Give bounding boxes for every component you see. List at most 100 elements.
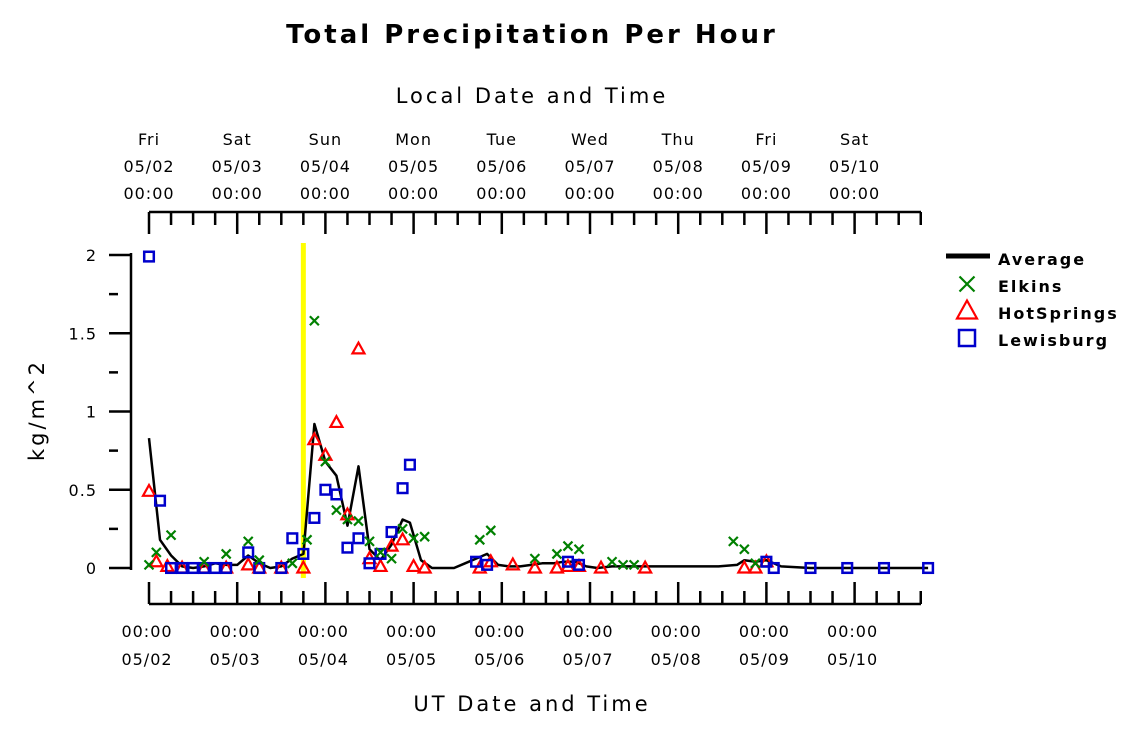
lewisburg-point bbox=[767, 561, 780, 575]
bottom-tick-time-label: 00:00 bbox=[474, 622, 525, 641]
series-group bbox=[141, 250, 935, 575]
bottom-tick-date-label: 05/10 bbox=[827, 650, 878, 669]
lewisburg-point bbox=[385, 525, 398, 539]
lewisburg-point bbox=[341, 541, 354, 554]
elkins-point bbox=[342, 514, 353, 525]
lewisburg-point bbox=[297, 547, 310, 560]
lewisburg-point bbox=[363, 557, 376, 570]
lewisburg-point bbox=[142, 250, 156, 263]
hotsprings-point bbox=[527, 559, 543, 574]
legend-swatch-hotsprings bbox=[955, 298, 979, 320]
lewisburg-point bbox=[286, 532, 299, 545]
top-tick-date-label: 05/05 bbox=[388, 157, 439, 176]
legend-item-elkins: Elkins bbox=[958, 275, 1063, 296]
elkins-point bbox=[287, 558, 298, 569]
top-tick-day-label: Tue bbox=[486, 130, 517, 149]
hotsprings-point bbox=[405, 557, 422, 573]
top-tick-date-label: 05/08 bbox=[653, 157, 704, 176]
lewisburg-point bbox=[176, 561, 189, 575]
hotsprings-point bbox=[141, 482, 157, 497]
legend-item-lewisburg: Lewisburg bbox=[957, 328, 1107, 350]
y-tick-label: 1 bbox=[86, 403, 97, 422]
hotsprings-point bbox=[504, 556, 521, 571]
top-tick-day-label: Mon bbox=[395, 130, 432, 149]
elkins-point bbox=[143, 559, 155, 571]
elkins-point bbox=[562, 540, 574, 552]
bottom-tick-date-label: 05/08 bbox=[651, 650, 702, 669]
bottom-tick-time-label: 00:00 bbox=[827, 622, 878, 641]
y-axis-title: kg/m^2 bbox=[25, 359, 49, 461]
top-tick-date-label: 05/06 bbox=[476, 157, 527, 176]
top-tick-date-label: 05/02 bbox=[123, 157, 174, 176]
lewisburg-point bbox=[153, 494, 167, 507]
elkins-point bbox=[529, 553, 541, 564]
elkins-point bbox=[198, 556, 210, 568]
y-tick-label: 1.5 bbox=[69, 324, 97, 343]
elkins-point bbox=[551, 548, 563, 560]
lewisburg-point bbox=[841, 561, 854, 575]
top-tick-time-label: 00:00 bbox=[653, 184, 704, 203]
top-tick-day-label: Thu bbox=[661, 130, 695, 149]
elkins-point bbox=[728, 536, 739, 547]
hotsprings-point bbox=[317, 446, 334, 461]
top-tick-time-label: 00:00 bbox=[212, 184, 263, 203]
bottom-tick-time-label: 00:00 bbox=[562, 622, 613, 641]
top-tick-time-label: 00:00 bbox=[564, 184, 615, 203]
elkins-point bbox=[573, 543, 585, 555]
bottom-tick-time-label: 00:00 bbox=[739, 622, 790, 641]
legend-swatch-lewisburg bbox=[957, 328, 977, 348]
lewisburg-point bbox=[187, 561, 200, 575]
lewisburg-point bbox=[242, 546, 255, 559]
lewisburg-point bbox=[572, 558, 586, 571]
legend: Average Elkins HotSprings Lewisburg bbox=[946, 250, 1119, 350]
hotsprings-point bbox=[295, 559, 312, 574]
top-tick-day-label: Sat bbox=[223, 130, 252, 149]
legend-label-elkins: Elkins bbox=[998, 277, 1063, 296]
lewisburg-point bbox=[470, 555, 483, 568]
top-tick-date-label: 05/07 bbox=[564, 157, 615, 176]
bottom-tick-date-label: 05/06 bbox=[474, 650, 525, 669]
hotsprings-point bbox=[593, 559, 609, 574]
bottom-tick-time-label: 00:00 bbox=[651, 622, 702, 641]
elkins-point bbox=[606, 556, 618, 568]
lewisburg-point bbox=[877, 561, 891, 575]
bottom-tick-date-label: 05/03 bbox=[210, 650, 261, 669]
elkins-point bbox=[375, 547, 386, 558]
bottom-tick-date-label: 05/02 bbox=[121, 650, 172, 669]
top-tick-time-label: 00:00 bbox=[300, 184, 351, 203]
elkins-point bbox=[353, 515, 364, 527]
top-tick-time-label: 00:00 bbox=[741, 184, 792, 203]
series-hotsprings bbox=[141, 340, 775, 574]
legend-label-average: Average bbox=[998, 250, 1086, 269]
axes-group: 0 0.5 1 1.5 2 Fri 05/02 00:00 Sat 05/03 00:00 Sun 05… bbox=[69, 130, 922, 669]
series-average bbox=[147, 422, 929, 570]
x-axis-title: UT Date and Time bbox=[413, 692, 650, 716]
lewisburg-point bbox=[165, 561, 178, 575]
top-tick-date-label: 05/10 bbox=[829, 157, 880, 176]
elkins-point bbox=[242, 536, 254, 547]
hotsprings-point bbox=[394, 531, 411, 546]
lewisburg-point bbox=[209, 561, 222, 575]
elkins-point bbox=[397, 523, 408, 535]
elkins-point bbox=[739, 543, 750, 555]
lewisburg-point bbox=[308, 511, 321, 524]
bottom-tick-date-label: 05/05 bbox=[386, 650, 437, 669]
bottom-tick-time-label: 00:00 bbox=[386, 622, 437, 641]
elkins-point bbox=[320, 456, 331, 467]
top-axis-title: Local Date and Time bbox=[396, 84, 669, 108]
elkins-point bbox=[220, 548, 232, 560]
hotsprings-point bbox=[736, 559, 753, 574]
hotsprings-point bbox=[637, 559, 653, 574]
lewisburg-point bbox=[804, 561, 817, 575]
lewisburg-point bbox=[352, 532, 365, 545]
top-tick-day-label: Wed bbox=[571, 130, 609, 149]
hotsprings-point bbox=[350, 340, 367, 355]
legend-label-hotsprings: HotSprings bbox=[998, 304, 1119, 323]
bottom-tick-date-label: 05/04 bbox=[298, 650, 349, 669]
bottom-tick-date-label: 05/07 bbox=[562, 650, 613, 669]
legend-item-average: Average bbox=[946, 250, 1086, 269]
series-lewisburg bbox=[142, 250, 935, 575]
top-tick-time-label: 00:00 bbox=[829, 184, 880, 203]
top-tick-day-label: Sat bbox=[840, 130, 869, 149]
elkins-point bbox=[386, 553, 397, 564]
